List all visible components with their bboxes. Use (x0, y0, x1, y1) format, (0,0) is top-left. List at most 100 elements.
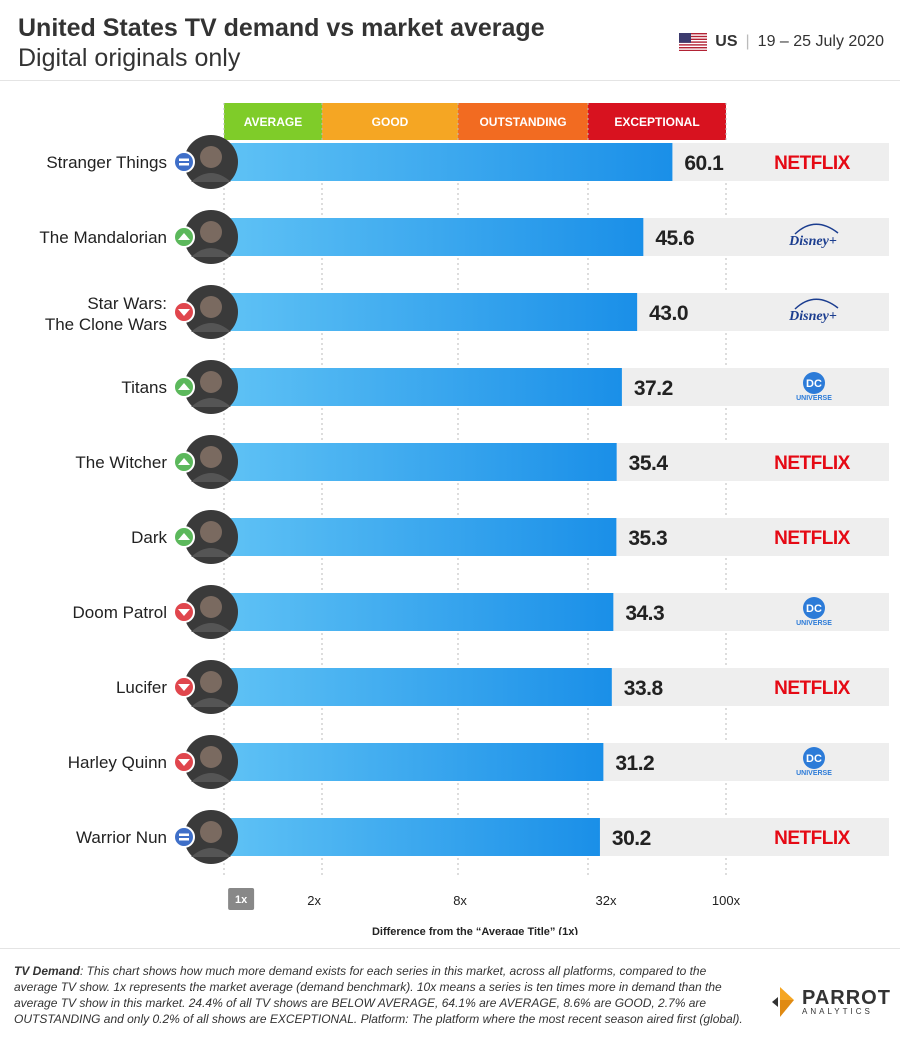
avatar-shoulders (191, 848, 231, 857)
page-title: United States TV demand vs market averag… (18, 14, 545, 42)
trend-arrow (178, 233, 190, 240)
value-cell (616, 443, 726, 481)
avatar-face (200, 746, 222, 768)
demand-bar-chart: AVERAGE GOOD OUTSTANDING EXCEPTIONAL 60.1 Str… (39, 103, 889, 935)
trend-bar (179, 158, 189, 161)
bar (224, 818, 600, 856)
value-cell (672, 143, 726, 181)
value-label: 34.3 (625, 602, 664, 625)
footer: TV Demand: This chart shows how much mor… (0, 948, 900, 1055)
tier-label: OUTSTANDING (479, 115, 566, 129)
footnote-term: TV Demand (14, 964, 81, 978)
tier-band-outstanding (458, 103, 588, 140)
netflix-logo: NETFLIX (774, 828, 850, 849)
tier-band-exceptional (588, 103, 726, 140)
category-label: The Mandalorian (39, 228, 167, 247)
category-label: Stranger Things (46, 153, 167, 172)
dc-text: DC (806, 753, 822, 765)
bar (224, 668, 612, 706)
avatar-shoulders (191, 548, 231, 557)
logo-text: PARROT ANALYTICS (802, 986, 891, 1016)
trend-bar (179, 163, 189, 166)
disney-wordmark: Disney+ (788, 234, 837, 249)
region-separator: | (745, 33, 750, 50)
tier-band-good (322, 103, 458, 140)
bar (224, 143, 673, 181)
avatar-face (200, 296, 222, 318)
avatar-shoulders (191, 173, 231, 182)
avatar-shoulders (191, 698, 231, 707)
avatar-shoulders (191, 773, 231, 782)
trend-arrow (178, 309, 190, 316)
category-label: Dark (131, 528, 167, 547)
value-cell (611, 668, 726, 706)
trend-up-icon (173, 376, 195, 398)
dc-badge (803, 372, 825, 394)
value-cell (621, 368, 726, 406)
bar (224, 293, 638, 331)
avatar-face (200, 671, 222, 693)
bar (224, 743, 604, 781)
value-label: 31.2 (615, 752, 654, 775)
avatar-face (200, 146, 222, 168)
trend-up-icon (173, 451, 195, 473)
category-label: Lucifer (116, 678, 167, 697)
value-cell (637, 293, 726, 331)
value-label: 37.2 (634, 377, 673, 400)
trend-same-icon (173, 151, 195, 173)
brand-name: PARROT (802, 986, 891, 1009)
value-label: 33.8 (624, 677, 664, 700)
category-label: Warrior Nun (76, 828, 167, 847)
us-flag-icon (679, 33, 708, 51)
tier-label: GOOD (372, 115, 409, 129)
tier-label: AVERAGE (244, 115, 302, 129)
x-tick-label: 100x (712, 893, 741, 908)
category-label: Titans (121, 378, 167, 397)
netflix-logo: NETFLIX (774, 528, 850, 549)
platform-cell (726, 143, 889, 181)
bar (224, 443, 617, 481)
region-selector: US | 19 – 25 July 2020 (679, 33, 884, 51)
trend-down-icon (173, 301, 195, 323)
disney-wordmark: Disney+ (788, 309, 837, 324)
platform-cell (726, 668, 889, 706)
avatar-shoulders (191, 398, 231, 407)
x-axis-label: Difference from the “Average Title” (1x) (372, 926, 578, 935)
platform-cell (726, 443, 889, 481)
value-label: 43.0 (649, 302, 688, 325)
platform-cell (726, 293, 889, 331)
avatar-face (200, 821, 222, 843)
avatar-shoulders (191, 623, 231, 632)
avatar-face (200, 521, 222, 543)
footnote-text: : This chart shows how much more demand … (14, 964, 743, 1026)
dc-universe-text: UNIVERSE (796, 395, 832, 402)
trend-arrow (178, 533, 190, 540)
avatar-shoulders (191, 473, 231, 482)
value-label: 30.2 (612, 827, 651, 850)
value-label: 60.1 (684, 152, 724, 175)
date-range: 19 – 25 July 2020 (757, 33, 884, 50)
value-cell (643, 218, 726, 256)
bar (224, 218, 644, 256)
trend-bar (179, 833, 189, 836)
header: United States TV demand vs market averag… (0, 0, 900, 81)
x-tick-label: 1x (235, 894, 248, 906)
avatar-face (200, 446, 222, 468)
trend-arrow (178, 383, 190, 390)
brand-tagline: ANALYTICS (802, 1006, 873, 1016)
parrot-analytics-logo: PARROT ANALYTICS (770, 987, 891, 1017)
value-label: 35.3 (628, 527, 667, 550)
trend-bar (179, 838, 189, 841)
trend-arrow (178, 684, 190, 691)
dc-text: DC (806, 378, 822, 390)
trend-up-icon (173, 226, 195, 248)
avatar-shoulders (191, 248, 231, 257)
parrot-logo-icon (772, 987, 794, 1017)
trend-arrow (178, 458, 190, 465)
value-cell (613, 593, 726, 631)
value-cell (603, 743, 726, 781)
trend-arrow (178, 609, 190, 616)
disney-plus-logo: Disney+ (788, 223, 839, 249)
value-label: 45.6 (655, 227, 694, 250)
category-label: Harley Quinn (68, 753, 167, 772)
